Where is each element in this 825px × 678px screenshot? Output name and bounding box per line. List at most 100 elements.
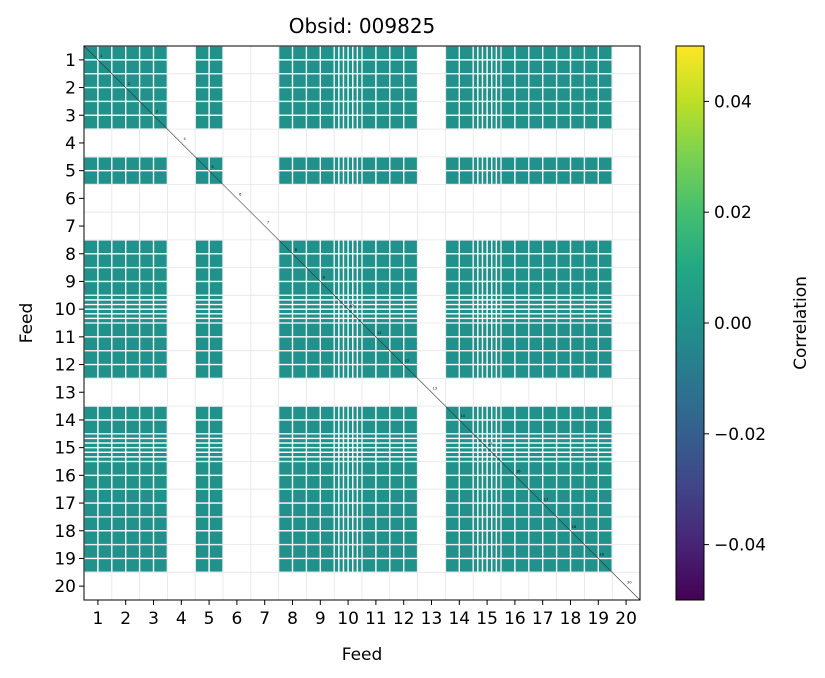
heatmap-subcell [446,351,459,364]
heatmap-subcell [126,517,139,531]
heatmap-cell [307,434,334,461]
y-tick-label: 9 [65,272,76,292]
heatmap-subcell [497,365,501,378]
heatmap-subcell [348,157,353,170]
heatmap-subcell [585,60,598,73]
heatmap-subcell [358,88,362,101]
heatmap-subcell [599,88,612,101]
heatmap-subcell [126,452,139,457]
heatmap-subcell [321,337,334,350]
heatmap-subcell [344,115,348,129]
heatmap-cell [334,406,362,434]
heatmap-subcell [334,406,339,420]
heatmap-subcell [279,545,292,558]
heatmap-subcell [348,443,353,447]
heatmap-subcell [293,305,306,309]
heatmap-subcell [362,240,376,254]
heatmap-subcell [492,517,496,531]
heatmap-subcell [339,489,343,503]
heatmap-subcell [344,171,348,184]
heatmap-subcell [293,452,306,457]
heatmap-subcell [557,489,570,503]
heatmap-subcell [279,517,292,531]
heatmap-cell [446,157,473,184]
heatmap-subcell [348,88,353,101]
heatmap-subcell [339,503,343,517]
heatmap-subcell [279,406,292,420]
heatmap-subcell [557,171,570,184]
heatmap-subcell [339,323,343,337]
heatmap-subcell [307,489,320,503]
heatmap-subcell [358,434,362,438]
heatmap-subcell [307,448,320,452]
heatmap-subcell [478,240,482,254]
heatmap-cell [529,46,556,73]
heatmap-subcell [478,46,482,60]
heatmap-subcell [321,443,334,447]
heatmap-subcell [473,448,478,452]
heatmap-subcell [599,296,612,300]
heatmap-subcell [154,88,167,101]
heatmap-subcell [348,462,353,475]
heatmap-subcell [334,365,339,378]
heatmap-subcell [501,115,515,129]
heatmap-subcell [126,319,139,323]
heatmap-subcell [390,296,403,300]
heatmap-subcell [460,462,473,475]
heatmap-subcell [279,448,292,452]
heatmap-cell [279,434,306,461]
heatmap-subcell [478,296,482,300]
heatmap-subcell [353,457,357,461]
heatmap-subcell [376,448,390,452]
heatmap-subcell [543,323,556,337]
heatmap-subcell [321,351,334,364]
heatmap-subcell [321,319,334,323]
heatmap-cell [529,545,556,572]
heatmap-subcell [307,102,320,115]
heatmap-subcell [446,531,459,544]
heatmap-cell [84,102,112,129]
heatmap-subcell [98,559,112,572]
heatmap-subcell [483,337,487,350]
heatmap-subcell [307,443,320,447]
heatmap-cell [390,489,417,517]
heatmap-subcell [279,254,292,267]
heatmap-subcell [529,448,542,452]
heatmap-subcell [98,489,112,503]
heatmap-subcell [599,457,612,461]
heatmap-cell [557,489,584,517]
heatmap-subcell [362,420,376,434]
heatmap-cell [140,102,167,129]
heatmap-subcell [404,337,417,350]
heatmap-subcell [487,309,492,314]
heatmap-subcell [140,434,153,438]
heatmap-subcell [344,462,348,475]
heatmap-subcell [404,305,417,309]
heatmap-subcell [339,448,343,452]
heatmap-subcell [446,476,459,489]
heatmap-subcell [339,115,343,129]
heatmap-subcell [321,439,334,443]
heatmap-cell [446,351,473,378]
heatmap-subcell [293,46,306,60]
heatmap-subcell [529,102,542,115]
heatmap-cell [446,323,473,350]
heatmap-cell [585,323,612,350]
heatmap-subcell [487,323,492,337]
heatmap-subcell [571,351,584,364]
heatmap-cell [501,74,529,101]
heatmap-subcell [460,88,473,101]
heatmap-subcell [501,448,515,452]
heatmap-subcell [376,434,390,438]
heatmap-cell [140,434,167,461]
heatmap-subcell [571,365,584,378]
heatmap-subcell [112,88,125,101]
heatmap-subcell [483,309,487,314]
heatmap-cell [585,434,612,461]
heatmap-subcell [307,46,320,60]
heatmap-subcell [334,476,339,489]
heatmap-subcell [348,60,353,73]
heatmap-subcell [571,439,584,443]
heatmap-subcell [478,323,482,337]
heatmap-subcell [599,309,612,314]
